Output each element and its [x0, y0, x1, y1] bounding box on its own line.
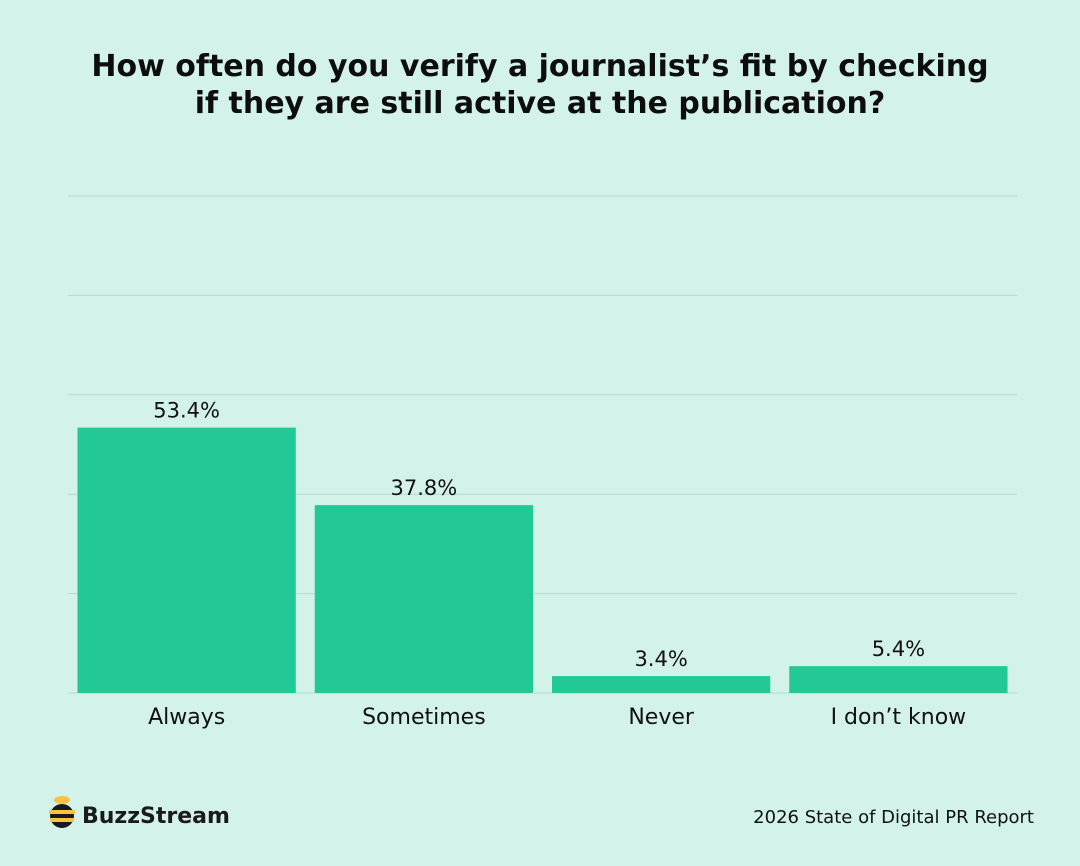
bar [789, 666, 1008, 693]
bar [77, 427, 296, 693]
brand-name: BuzzStream [82, 804, 230, 829]
x-tick-label: Sometimes [362, 705, 486, 730]
source: 2026 State of Digital PR Report [753, 807, 1034, 828]
value-label: 37.8% [391, 476, 458, 500]
value-label: 53.4% [153, 399, 220, 423]
value-label: 3.4% [634, 647, 687, 671]
x-tick-label: I don’t know [831, 705, 967, 730]
x-tick-label: Always [148, 705, 225, 730]
x-tick-label: Never [628, 705, 695, 730]
bar [314, 505, 534, 693]
value-label: 5.4% [872, 637, 925, 661]
logo-icon [49, 796, 75, 828]
chart-title: How often do you verify a journalist’s f… [91, 49, 989, 121]
bar [551, 676, 771, 693]
